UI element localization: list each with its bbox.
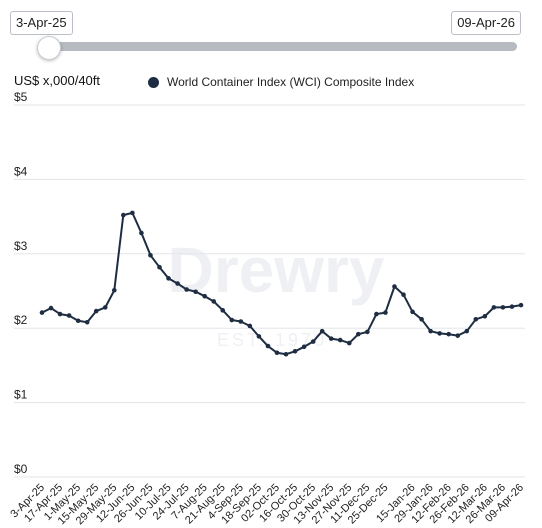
data-point[interactable]	[193, 289, 198, 295]
data-point[interactable]	[256, 334, 262, 339]
data-point[interactable]	[157, 264, 162, 270]
y-tick-label: $1	[14, 388, 28, 402]
data-point[interactable]	[328, 336, 334, 341]
data-point[interactable]	[112, 287, 117, 293]
data-point[interactable]	[220, 308, 226, 313]
data-point[interactable]	[130, 210, 135, 216]
data-point[interactable]	[428, 328, 433, 334]
data-point[interactable]	[48, 305, 54, 311]
data-point[interactable]	[518, 302, 524, 308]
data-point[interactable]	[148, 252, 153, 258]
data-point[interactable]	[446, 331, 451, 337]
legend-swatch	[148, 76, 159, 88]
data-point[interactable]	[356, 331, 361, 337]
end-date-box[interactable]: 09-Apr-26	[451, 11, 521, 35]
data-point[interactable]	[93, 308, 99, 314]
data-point[interactable]	[84, 319, 90, 325]
y-tick-label: $0	[14, 462, 28, 476]
data-point[interactable]	[419, 316, 424, 322]
data-point[interactable]	[500, 305, 506, 310]
data-point[interactable]	[283, 351, 289, 357]
data-point[interactable]	[337, 337, 343, 343]
data-point[interactable]	[410, 309, 415, 315]
data-point[interactable]	[509, 304, 515, 309]
data-point[interactable]	[464, 328, 470, 334]
data-point[interactable]	[184, 287, 189, 292]
watermark-est-text: EST. 1970	[217, 330, 327, 350]
data-point[interactable]	[57, 311, 63, 317]
y-tick-label: $4	[14, 164, 28, 178]
data-point[interactable]	[229, 317, 235, 323]
y-tick-label: $2	[14, 313, 28, 327]
watermark-logo-text: Drewry	[168, 234, 385, 306]
data-point[interactable]	[455, 333, 461, 338]
data-point[interactable]	[310, 339, 316, 344]
data-point[interactable]	[292, 348, 298, 354]
data-point[interactable]	[383, 310, 388, 315]
data-point[interactable]	[482, 313, 488, 319]
data-point[interactable]	[75, 318, 81, 324]
data-point[interactable]	[392, 284, 397, 289]
legend-label: World Container Index (WCI) Composite In…	[167, 75, 415, 89]
data-point[interactable]	[365, 329, 370, 335]
data-point[interactable]	[211, 299, 217, 304]
data-point[interactable]	[473, 316, 479, 322]
y-tick-label: $5	[14, 90, 28, 104]
data-point[interactable]	[247, 323, 253, 329]
data-point[interactable]	[301, 344, 307, 350]
data-point[interactable]	[202, 293, 207, 299]
data-point[interactable]	[274, 350, 280, 356]
data-point[interactable]	[491, 305, 497, 310]
data-point[interactable]	[437, 331, 442, 336]
data-point[interactable]	[346, 340, 352, 346]
data-point[interactable]	[374, 311, 379, 317]
data-point[interactable]	[166, 276, 171, 281]
data-point[interactable]	[401, 292, 406, 298]
data-point[interactable]	[102, 305, 108, 310]
range-slider-track[interactable]	[38, 42, 517, 51]
y-axis-unit-label: US$ x,000/40ft	[14, 73, 100, 88]
legend[interactable]: World Container Index (WCI) Composite In…	[148, 75, 414, 89]
data-point[interactable]	[39, 310, 45, 315]
data-point[interactable]	[238, 319, 244, 324]
data-point[interactable]	[139, 230, 144, 236]
data-point[interactable]	[121, 212, 126, 218]
data-point[interactable]	[66, 313, 72, 318]
y-tick-label: $3	[14, 239, 28, 253]
data-point[interactable]	[319, 328, 325, 334]
range-slider-handle[interactable]	[37, 36, 61, 60]
data-point[interactable]	[175, 281, 180, 286]
data-point[interactable]	[265, 343, 271, 349]
start-date-box[interactable]: 3-Apr-25	[10, 11, 73, 35]
